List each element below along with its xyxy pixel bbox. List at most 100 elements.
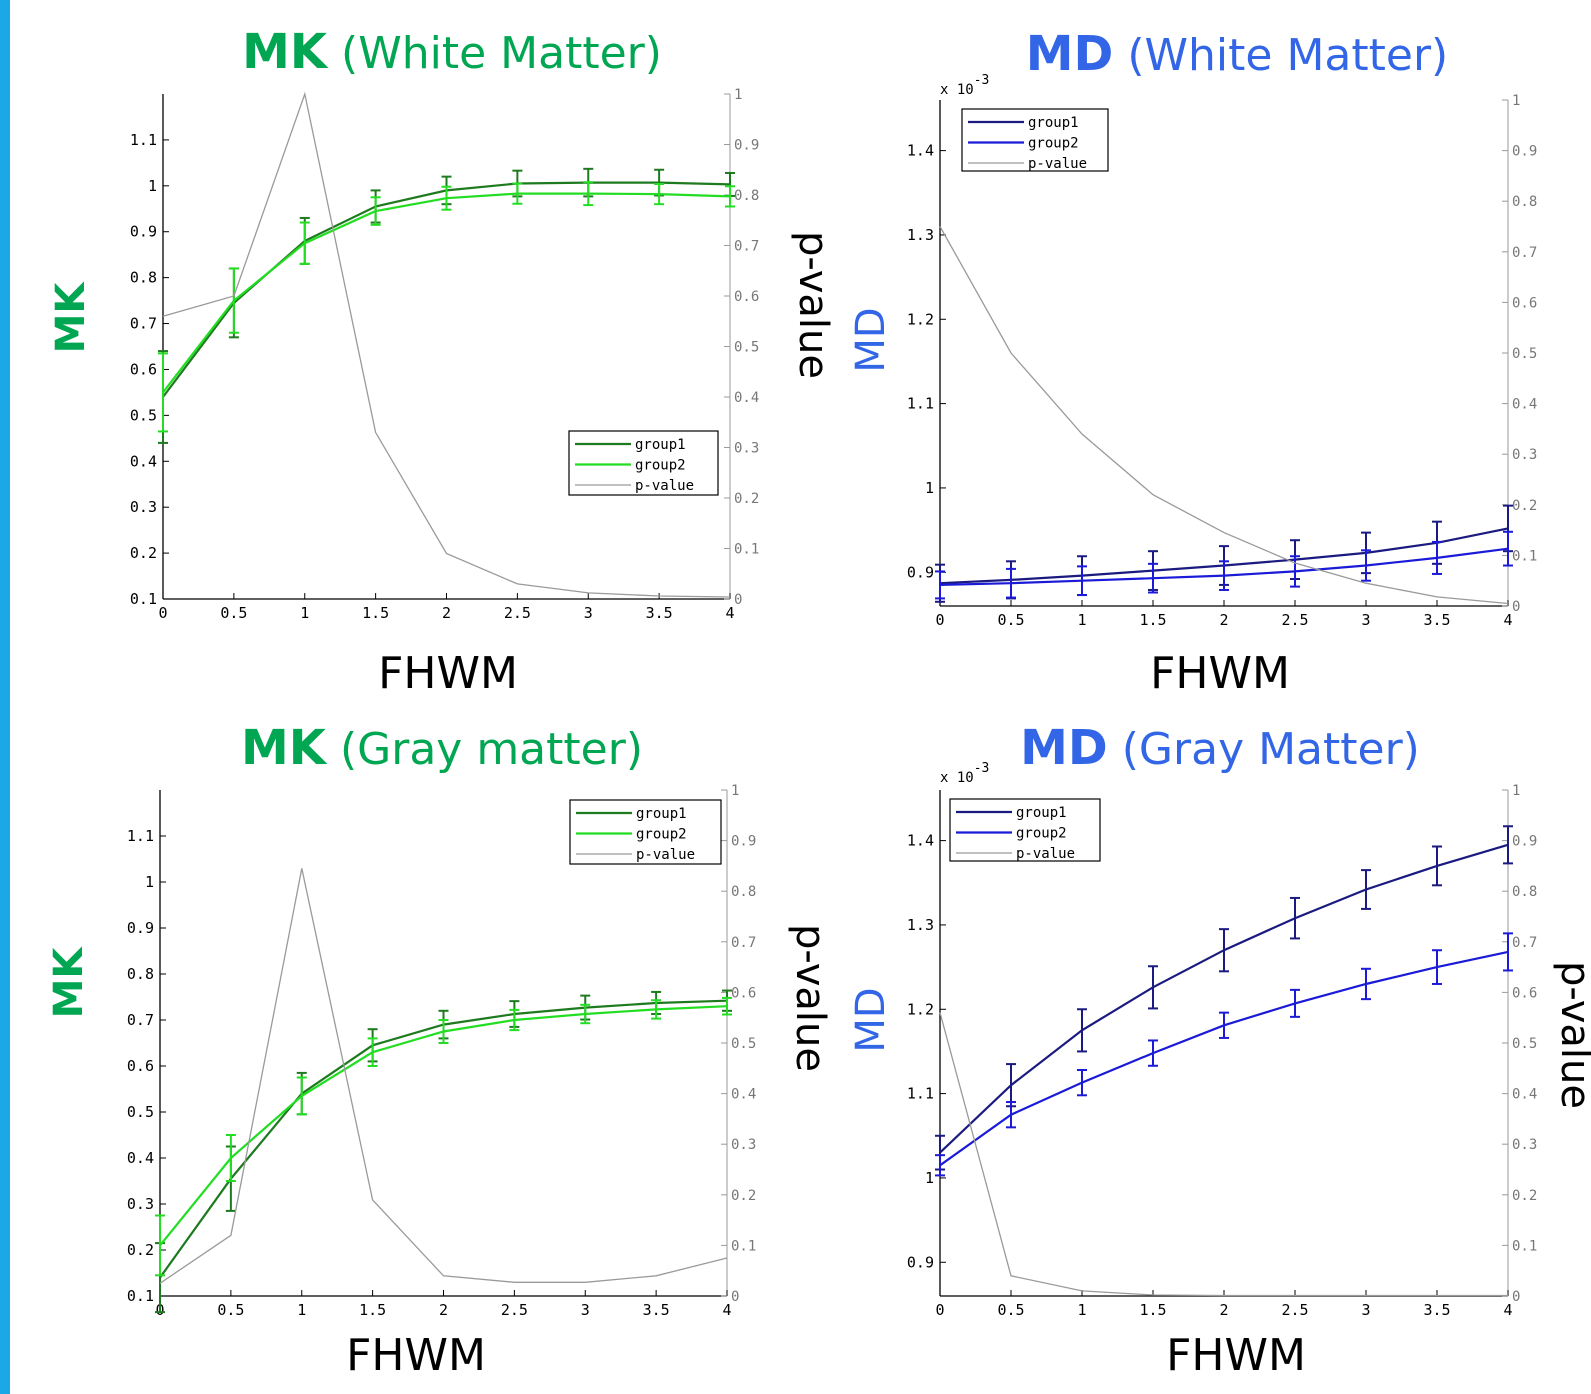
- y2-tick-label: 0.1: [1512, 1238, 1537, 1254]
- x-tick-label: 3: [581, 1301, 590, 1319]
- y-tick-label: 0.2: [127, 1241, 154, 1259]
- chart-title-detail: (Gray Matter): [1122, 724, 1420, 775]
- error-bar-group1: [1361, 869, 1371, 910]
- y-axis-label: MK: [48, 281, 94, 354]
- y2-tick-label: 0.8: [1512, 194, 1537, 210]
- chart-title-bold: MK: [242, 24, 329, 80]
- y-tick-label: 0.5: [127, 1103, 154, 1121]
- y2-tick-label: 0.5: [1512, 346, 1537, 362]
- x-tick-label: 1.5: [1139, 1301, 1166, 1319]
- legend-label: group2: [1016, 826, 1067, 842]
- x-tick-label: 0.5: [220, 604, 247, 622]
- y-tick-label: 1.4: [907, 142, 934, 160]
- error-bar-group2: [1219, 1011, 1229, 1039]
- y2-tick-label: 0.9: [731, 834, 756, 850]
- y2-tick-label: 0.3: [734, 441, 759, 457]
- chart-title-detail: (Gray matter): [340, 724, 643, 775]
- y-tick-label: 1.3: [907, 916, 934, 934]
- y2-tick-label: 0.8: [731, 884, 756, 900]
- y2-tick-label: 0.4: [731, 1087, 756, 1103]
- x-tick-label: 0.5: [997, 611, 1024, 629]
- y-tick-label: 0.5: [130, 406, 157, 424]
- y-exponent-label: x 10-3: [940, 73, 989, 98]
- x-axis-label: FHWM: [1150, 648, 1290, 699]
- chart-title: MK (White Matter): [242, 24, 662, 80]
- x-tick-label: 2.5: [504, 604, 531, 622]
- chart-panel-md-white: MD (White Matter) 0 0.5 1 1.5 2 2.5 3 3.5 4 0.9 1 1.1…: [848, 26, 1537, 699]
- y-exponent-power: -3: [974, 73, 990, 88]
- x-tick-label: 1.5: [359, 1301, 386, 1319]
- error-bar-group2: [158, 352, 168, 433]
- legend-box: [961, 108, 1109, 172]
- y-tick-label: 0.1: [130, 590, 157, 608]
- y-tick-label: 0.4: [130, 452, 157, 470]
- y2-tick-label: 0: [1512, 1289, 1520, 1305]
- error-bar-group2: [438, 1019, 449, 1044]
- series-line-group2: [939, 950, 1509, 1167]
- y-tick-label: 1.3: [907, 226, 934, 244]
- error-bar-group1: [1290, 896, 1300, 940]
- x-tick-label: 1.5: [1139, 611, 1166, 629]
- x-tick-label: 4: [722, 1301, 731, 1319]
- y2-tick-label: 0.1: [731, 1238, 756, 1254]
- x-tick-label: 0.5: [217, 1301, 244, 1319]
- legend-label: group2: [635, 458, 686, 474]
- error-bar-group2: [1077, 565, 1087, 597]
- y2-tick-label: 0.6: [1512, 295, 1537, 311]
- series-line-p-value: [159, 868, 728, 1284]
- y2-tick-label: 0.2: [1512, 498, 1537, 514]
- series-line-p-value: [939, 226, 1509, 605]
- error-bar-group2: [722, 996, 732, 1016]
- y-tick-label: 0.7: [130, 315, 157, 333]
- y-tick-label: 1: [148, 177, 157, 195]
- y-tick-label: 1.4: [907, 832, 934, 850]
- chart-title-bold: MD: [1026, 26, 1114, 82]
- y-tick-label: 0.8: [130, 269, 157, 287]
- x-tick-label: 0: [158, 604, 167, 622]
- x-tick-label: 1: [1077, 1301, 1086, 1319]
- y-exponent-label: x 10-3: [940, 761, 989, 786]
- x-tick-label: 3.5: [643, 1301, 670, 1319]
- error-bar-group2: [296, 1076, 307, 1116]
- y2-tick-label: 0.5: [731, 1036, 756, 1052]
- error-bar-group2: [299, 221, 310, 265]
- y-tick-label: 0.9: [130, 223, 157, 241]
- legend-box: [569, 799, 722, 865]
- error-bar-group1: [1077, 1008, 1087, 1053]
- y2-tick-label: 0: [734, 592, 742, 608]
- y2-tick-label: 0.2: [1512, 1188, 1537, 1204]
- x-tick-label: 4: [1503, 611, 1512, 629]
- error-bar-group2: [935, 570, 945, 600]
- error-bar-group2: [651, 999, 662, 1020]
- chart-legend: group1 group2 p-value: [569, 799, 722, 865]
- error-bar-group2: [1290, 555, 1300, 588]
- y-tick-label: 1: [925, 479, 934, 497]
- y2-axis-label: p-value: [790, 231, 836, 379]
- y2-tick-label: 0.7: [731, 935, 756, 951]
- x-tick-label: 2.5: [1281, 611, 1308, 629]
- y-tick-label: 1.1: [907, 1085, 934, 1103]
- y-tick-label: 1.2: [907, 310, 934, 328]
- error-bar-group2: [1006, 1101, 1016, 1129]
- chart-title: MD (White Matter): [1026, 26, 1448, 82]
- error-bar-group2: [509, 1008, 520, 1032]
- error-bar-group2: [367, 1037, 378, 1067]
- y2-tick-label: 1: [1512, 93, 1520, 109]
- y-exponent-base: x 10: [940, 770, 974, 786]
- error-bar-group2: [580, 1003, 591, 1025]
- error-bar-group2: [583, 181, 594, 207]
- y2-tick-label: 0.9: [1512, 144, 1537, 160]
- y-tick-label: 0.2: [130, 544, 157, 562]
- x-tick-label: 2.5: [501, 1301, 528, 1319]
- x-tick-label: 1: [1077, 611, 1086, 629]
- legend-label: p-value: [1028, 156, 1087, 172]
- y2-tick-label: 0.5: [734, 340, 759, 356]
- y-tick-label: 1.2: [907, 1000, 934, 1018]
- legend-box: [949, 798, 1101, 862]
- error-bar-group1: [1432, 845, 1442, 887]
- chart-title-detail: (White Matter): [341, 28, 662, 79]
- y-tick-label: 0.7: [127, 1011, 154, 1029]
- y2-tick-label: 0.4: [734, 390, 759, 406]
- y-axis-label: MD: [848, 307, 894, 372]
